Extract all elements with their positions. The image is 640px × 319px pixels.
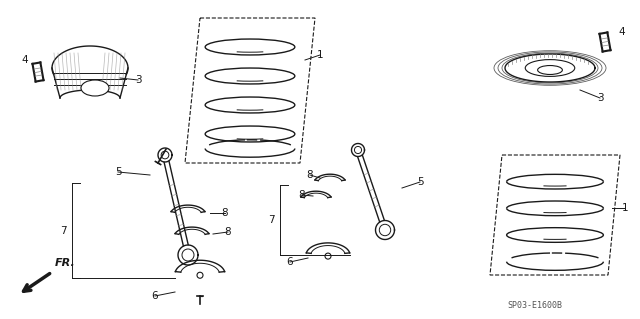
Text: 8: 8 (221, 208, 228, 218)
Text: 4: 4 (22, 55, 28, 65)
Text: 3: 3 (596, 93, 604, 103)
Text: 5: 5 (417, 177, 423, 187)
Text: 5: 5 (115, 167, 122, 177)
Text: 3: 3 (134, 75, 141, 85)
Text: 6: 6 (152, 291, 158, 301)
Text: 8: 8 (307, 170, 314, 180)
Text: SP03-E1600B: SP03-E1600B (508, 300, 563, 309)
Text: 7: 7 (268, 215, 275, 225)
Text: 4: 4 (619, 27, 625, 37)
Text: 1: 1 (317, 50, 323, 60)
Text: 7: 7 (60, 226, 67, 235)
Ellipse shape (525, 60, 575, 76)
Text: 6: 6 (287, 257, 293, 267)
Ellipse shape (81, 80, 109, 96)
Text: 8: 8 (225, 227, 231, 237)
Ellipse shape (538, 65, 563, 74)
Text: 1: 1 (621, 203, 628, 213)
Text: FR.: FR. (55, 258, 76, 268)
Text: 8: 8 (299, 190, 305, 200)
